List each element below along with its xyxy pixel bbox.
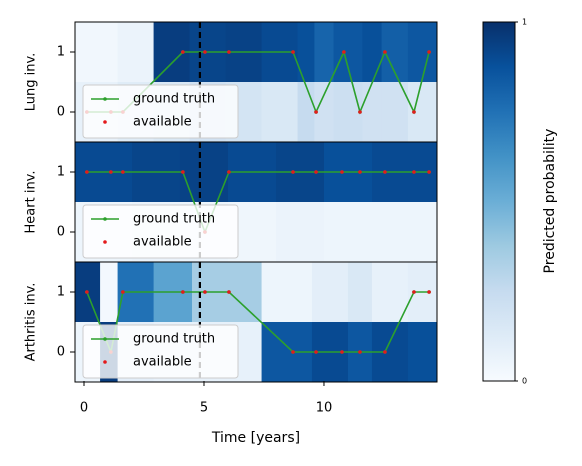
heat-cell (75, 22, 119, 82)
available-point (121, 290, 125, 294)
x-tick-label: 0 (80, 401, 88, 416)
heat-cell (407, 22, 438, 82)
available-point (314, 170, 318, 174)
x-tick-label: 5 (200, 401, 208, 416)
colorbar-label: Predicted probability (542, 129, 558, 274)
legend-dot (103, 337, 107, 341)
available-point (291, 170, 295, 174)
y-axis-label: Heart inv. (24, 171, 39, 234)
heat-cell (333, 22, 363, 82)
heat-cell (117, 22, 155, 82)
legend-label: ground truth (133, 212, 215, 227)
legend-dot (103, 97, 107, 101)
available-point (358, 110, 362, 114)
available-point (109, 170, 113, 174)
available-point (227, 50, 231, 54)
available-point (427, 170, 431, 174)
panel-frame (74, 261, 438, 383)
heat-cell (275, 202, 325, 262)
heat-cell (323, 202, 373, 262)
legend-label: ground truth (133, 92, 215, 107)
y-tick-label: 1 (57, 285, 65, 300)
y-tick-label: 1 (57, 45, 65, 60)
y-tick-label: 0 (57, 345, 65, 360)
available-point (427, 290, 431, 294)
x-axis-label: Time [years] (211, 430, 300, 446)
heat-cell (407, 322, 438, 382)
available-point (412, 110, 416, 114)
heat-cell (362, 22, 383, 82)
legend-dot (103, 217, 107, 221)
available-point (383, 170, 387, 174)
heat-cell (371, 202, 438, 262)
available-point (121, 170, 125, 174)
available-point (314, 110, 318, 114)
heat-cell (297, 22, 315, 82)
legend-dot (103, 240, 107, 244)
heat-cell (261, 262, 313, 322)
legend-box (82, 204, 239, 259)
available-point (291, 50, 295, 54)
heat-cell (314, 22, 335, 82)
x-tick-label: 10 (316, 401, 333, 416)
legend-dot (103, 120, 107, 124)
available-point (181, 290, 185, 294)
heat-cell (100, 262, 119, 322)
legend-box (82, 84, 239, 139)
heat-cell (333, 82, 363, 142)
available-point (340, 350, 344, 354)
available-point (412, 290, 416, 294)
legend-box (82, 324, 239, 379)
y-axis-label: Arthritis inv. (24, 283, 39, 362)
heat-cell (362, 82, 383, 142)
heat-cell (347, 262, 373, 322)
available-point (181, 170, 185, 174)
available-point (358, 170, 362, 174)
available-point (85, 290, 89, 294)
available-point (314, 350, 318, 354)
available-point (291, 350, 295, 354)
y-tick-label: 1 (57, 165, 65, 180)
heat-cell (297, 82, 315, 142)
heat-cell (261, 82, 299, 142)
available-point (227, 290, 231, 294)
y-tick-label: 0 (57, 105, 65, 120)
available-point (85, 170, 89, 174)
legend-label: available (133, 355, 192, 370)
y-axis-label: Lung inv. (24, 53, 39, 112)
available-point (227, 170, 231, 174)
available-point (383, 50, 387, 54)
heat-cell (314, 82, 335, 142)
available-point (340, 170, 344, 174)
available-point (358, 350, 362, 354)
heat-cell (311, 262, 349, 322)
available-point (203, 50, 207, 54)
available-point (342, 50, 346, 54)
y-tick-label: 0 (57, 225, 65, 240)
available-point (181, 50, 185, 54)
legend-label: available (133, 115, 192, 130)
legend-label: ground truth (133, 332, 215, 347)
available-point (203, 290, 207, 294)
colorbar-tick-label: 1 (522, 18, 527, 27)
legend-label: available (133, 235, 192, 250)
available-point (383, 350, 387, 354)
legend-dot (103, 360, 107, 364)
available-point (412, 170, 416, 174)
colorbar-tick-label: 0 (522, 377, 527, 386)
colorbar (482, 21, 516, 382)
heat-cell (371, 262, 409, 322)
available-point (427, 50, 431, 54)
